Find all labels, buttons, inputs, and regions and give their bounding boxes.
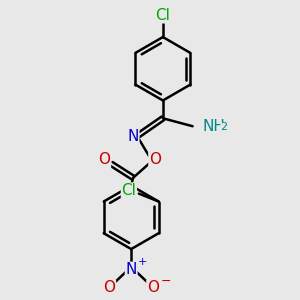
Text: Cl: Cl (122, 183, 136, 198)
Text: N: N (125, 262, 137, 278)
Text: O: O (147, 280, 159, 295)
Text: NH: NH (202, 119, 225, 134)
Text: +: + (138, 257, 148, 267)
Text: O: O (98, 152, 110, 167)
Text: O: O (103, 280, 116, 295)
Text: −: − (161, 275, 171, 288)
Text: Cl: Cl (155, 8, 170, 23)
Text: O: O (149, 152, 161, 167)
Text: N: N (128, 129, 139, 144)
Text: 2: 2 (220, 122, 227, 132)
